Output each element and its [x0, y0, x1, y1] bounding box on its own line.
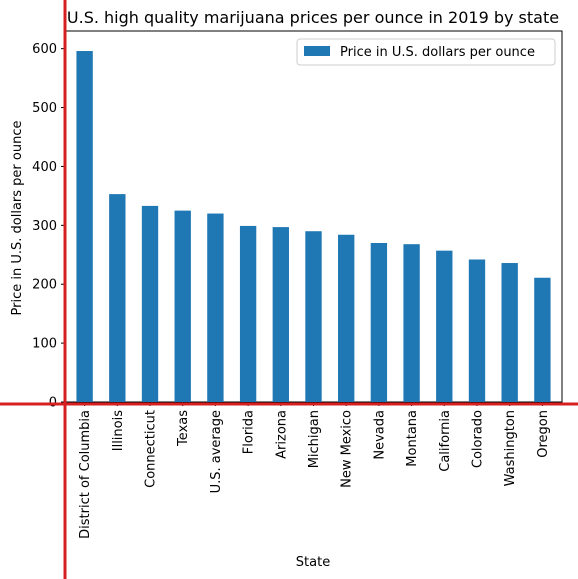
x-tick-label: Oregon [536, 410, 551, 458]
x-tick-label: Montana [405, 410, 420, 467]
legend-swatch [304, 46, 330, 56]
x-tick-label: New Mexico [340, 410, 355, 488]
x-tick-label: Illinois [111, 410, 126, 451]
x-tick-label: Connecticut [144, 410, 159, 488]
bar [109, 194, 126, 402]
x-tick-label: Florida [242, 410, 257, 454]
bar [534, 277, 551, 402]
x-tick-label: Arizona [274, 410, 289, 459]
x-tick-label: Texas [176, 410, 191, 447]
y-tick-label: 600 [32, 42, 57, 57]
chart-title: U.S. high quality marijuana prices per o… [67, 8, 559, 27]
bar [239, 225, 257, 402]
legend-box [296, 38, 556, 66]
y-axis-label: Price in U.S. dollars per ounce [10, 121, 25, 316]
bars [76, 51, 551, 403]
bar [305, 231, 322, 402]
x-axis-label: State [296, 555, 330, 570]
bar [403, 244, 420, 402]
bar [76, 51, 93, 403]
x-tick-label: District of Columbia [78, 410, 93, 539]
bar [207, 213, 224, 402]
legend: Price in U.S. dollars per ounce [296, 38, 556, 66]
bar [174, 210, 191, 402]
x-tick-label: Washington [503, 410, 518, 486]
y-tick-label: 400 [32, 160, 57, 175]
x-tick-label: Colorado [470, 410, 485, 468]
x-axis: District of Columbia Illinois Connecticut T… [78, 402, 551, 539]
y-tick-label: 100 [32, 337, 57, 352]
bar [370, 243, 388, 402]
x-tick-label: Nevada [372, 410, 387, 460]
bar [272, 227, 289, 402]
bar [141, 205, 159, 402]
bar [501, 263, 518, 402]
legend-label: Price in U.S. dollars per ounce [340, 45, 535, 60]
x-tick-label: Michigan [307, 410, 322, 468]
y-tick-label: 300 [32, 219, 57, 234]
y-tick-label: 500 [32, 101, 57, 116]
bar [436, 250, 453, 402]
x-tick-label: U.S. average [209, 410, 224, 493]
bar [338, 234, 355, 402]
y-axis: 0100200300400500600 [32, 42, 65, 411]
x-tick-label: California [438, 410, 453, 472]
bar [468, 259, 486, 402]
y-tick-label: 200 [32, 278, 57, 293]
